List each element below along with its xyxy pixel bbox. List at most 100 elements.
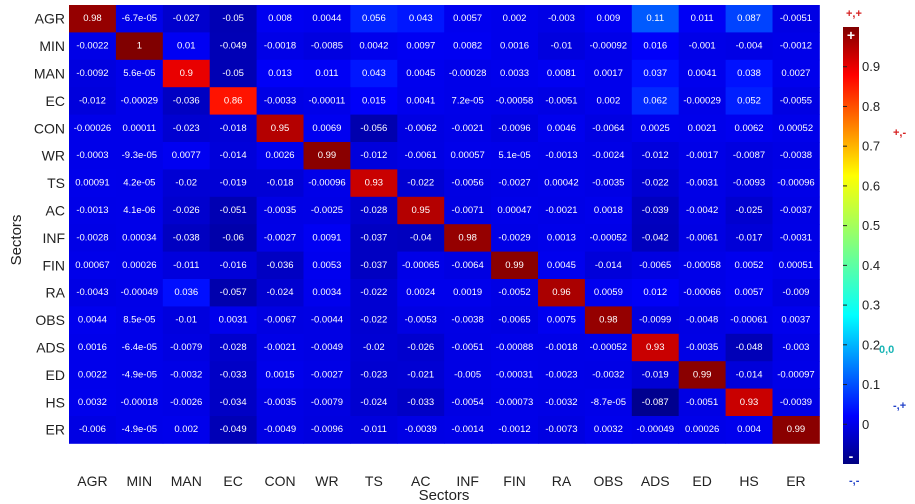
cell-value-label: -0.033 [220,369,247,380]
cell-value-label: -0.049 [220,41,247,52]
cell-value-label: -0.026 [407,342,434,353]
heatmap-cell [397,279,445,307]
cell-value-label: -0.0027 [264,232,296,243]
cell-value-label: -0.06 [222,232,244,243]
cell-value-label: -0.0048 [686,315,718,326]
cell-value-label: -0.037 [360,232,387,243]
heatmap-cell [772,5,820,33]
cell-value-label: -8.7e-05 [591,397,626,408]
heatmap-cell [538,306,586,335]
cell-value-label: -0.05 [222,13,244,24]
cell-value-label: -0.019 [642,369,669,380]
cell-value-label: 1 [137,41,142,52]
cell-value-label: 0.052 [737,95,761,106]
quadrant-annotation: +,+ [846,8,862,20]
heatmap-cell [303,279,351,307]
colorbar-tick-label: 0.3 [862,298,880,313]
cell-value-label: -0.0017 [686,150,718,161]
heatmap-cell [303,32,351,61]
cell-value-label: -0.0055 [780,95,812,106]
heatmap-cell [538,87,586,115]
cell-value-label: -0.0099 [639,315,671,326]
cell-value-label: 0.0045 [547,260,576,271]
cell-value-label: -0.022 [642,178,669,189]
heatmap-cell [631,251,680,280]
cell-value-label: -0.006 [79,424,106,435]
cell-value-label: 0.98 [83,13,102,24]
cell-value-label: 5.6e-05 [123,68,155,79]
heatmap-cell [491,388,539,417]
column-tick-label: MIN [127,473,153,489]
colorbar-tick-label: 0.9 [862,59,880,74]
cell-value-label: -0.014 [595,260,622,271]
heatmap-cell [725,306,773,335]
cell-value-label: -0.0051 [686,397,718,408]
cell-value-label: 0.0025 [641,123,670,134]
cell-value-label: -0.0052 [498,287,530,298]
row-tick-label: MAN [34,66,65,82]
column-tick-label: ADS [641,473,670,489]
heatmap-cell [256,333,304,362]
quadrant-annotation: +,- [893,127,906,139]
quadrant-annotation: -,- [849,475,860,487]
heatmap-cell [725,279,773,307]
heatmap-cell [491,114,539,143]
heatmap-cell [772,169,820,198]
cell-value-label: 0.0022 [78,369,107,380]
cell-value-label: -0.0031 [686,178,718,189]
colorbar-tick-label: 0.7 [862,139,880,154]
heatmap-cell [350,279,398,307]
colorbar-ticks: 0 0.1 0.2 0.3 0.4 0.5 0.6 0.7 0.8 0.9 [843,59,880,432]
column-tick-label: CON [264,473,295,489]
heatmap-cell [491,32,539,61]
cell-value-label: -0.0035 [592,178,624,189]
heatmap-cell [209,59,257,88]
cell-value-label: -0.00073 [496,397,534,408]
heatmap-cell [69,306,117,335]
heatmap-cell [256,251,304,280]
heatmap-cell [444,279,492,307]
cell-value-label: 0.062 [643,95,667,106]
cell-value-label: -0.0023 [545,369,577,380]
heatmap-cell [69,251,117,280]
heatmap-cell [444,59,492,88]
quadrant-annotations: +,+ +,- 0,0 -,+ -,- [846,8,906,487]
row-tick-label: RA [46,285,66,301]
cell-value-label: -0.0033 [264,95,296,106]
heatmap-cell [209,279,257,307]
colorbar-tick-label: 0.2 [862,337,880,352]
heatmap-cell [115,251,164,280]
cell-value-label: -0.012 [360,150,387,161]
cell-value-label: 0.00026 [685,424,719,435]
heatmap-cell [491,196,539,225]
cell-value-label: -0.033 [407,397,434,408]
heatmap-cell [162,5,211,33]
heatmap-cell [209,306,257,335]
cell-value-label: -0.0073 [545,424,577,435]
row-tick-label: HS [46,394,65,410]
cell-value-label: 0.0062 [735,123,764,134]
cell-value-label: 0.0018 [594,205,623,216]
heatmap-cell [350,59,398,88]
heatmap-cell [350,333,398,362]
heatmap-cell [162,59,211,88]
column-tick-label: FIN [503,473,526,489]
cell-value-label: -0.00052 [590,232,628,243]
heatmap-cell [397,361,445,389]
cell-value-label: 0.9 [180,68,193,79]
heatmap-cell [538,196,586,225]
heatmap-cell [631,361,680,389]
cell-value-label: 0.99 [787,424,806,435]
cell-value-label: -0.02 [175,178,197,189]
heatmap-cell [725,251,773,280]
heatmap-cell [444,142,492,170]
heatmap-cell [115,32,164,61]
cell-value-label: -0.038 [173,232,200,243]
heatmap-cell [444,388,492,417]
cell-value-label: -0.0064 [592,123,624,134]
cell-value-label: -0.00029 [121,95,159,106]
cell-value-label: -0.04 [410,232,432,243]
x-axis-label: Sectors [419,487,470,504]
cell-value-label: 0.056 [362,13,386,24]
